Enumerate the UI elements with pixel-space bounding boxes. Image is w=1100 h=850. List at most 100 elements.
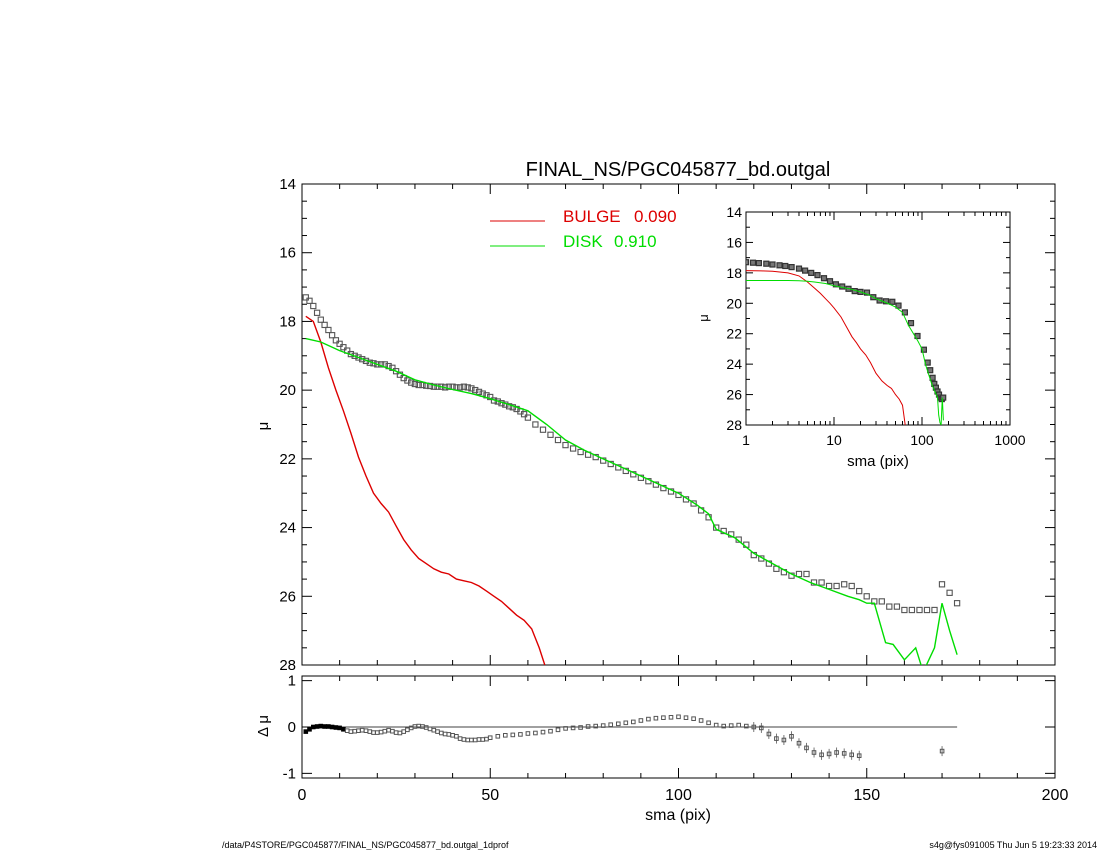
main-observed-point (328, 332, 336, 339)
main-observed-point (878, 598, 885, 605)
residual-point (326, 724, 331, 729)
residual-point (856, 753, 862, 759)
residual-point (356, 728, 361, 734)
main-y-tick-label: 20 (279, 382, 296, 399)
main-observed-point (690, 500, 697, 507)
residual-point (390, 728, 395, 734)
residual-point (461, 737, 467, 742)
residual-point (751, 724, 757, 730)
residual-point (375, 730, 380, 735)
main-observed-point (411, 380, 419, 388)
inset-y-tick-label: 26 (726, 387, 742, 403)
residual-point (713, 722, 719, 728)
main-observed-point (520, 411, 528, 418)
inset-observed-point (749, 259, 757, 266)
inset-observed-point (782, 262, 789, 270)
main-observed-point (946, 589, 953, 596)
residual-point (371, 730, 376, 735)
residual-point (841, 751, 847, 756)
residual-point (570, 725, 576, 731)
main-observed-point (856, 587, 863, 595)
main-observed-point (803, 570, 810, 578)
inset-observed-point (826, 278, 834, 285)
residual-point (759, 725, 764, 731)
main-observed-point (306, 297, 313, 304)
inset-observed-point (940, 394, 947, 401)
inset-observed-point (776, 262, 783, 269)
main-observed-point (302, 294, 309, 301)
residual-point (469, 737, 474, 743)
main-observed-point (901, 606, 908, 614)
main-observed-point (938, 581, 946, 588)
inset-y-axis-label: μ (696, 314, 711, 322)
residual-point (480, 737, 485, 742)
main-observed-point (505, 403, 513, 410)
main-observed-point (392, 368, 400, 375)
residual-point (563, 726, 568, 731)
main-observed-point (931, 606, 938, 614)
residual-point (525, 731, 531, 736)
main-observed-point (408, 379, 415, 386)
inset-observed-point (889, 298, 896, 305)
main-observed-point (554, 436, 562, 444)
main-profile-panel: FINAL_NS/PGC045877_bd.outgal μ 14 16 18 20 2… (255, 159, 1056, 674)
inset-observed-point (839, 283, 846, 290)
main-observed-point (468, 385, 475, 392)
residual-point (804, 745, 809, 751)
residual-point (472, 737, 478, 743)
residual-point (318, 723, 324, 729)
main-observed-point (841, 581, 848, 588)
residual-point (341, 727, 346, 732)
residual-point (378, 729, 384, 735)
inset-observed-point (763, 260, 770, 267)
residual-point (691, 716, 696, 722)
main-observed-point (953, 600, 961, 607)
chart-title: FINAL_NS/PGC045877_bd.outgal (526, 159, 831, 181)
main-observed-point (456, 384, 464, 391)
main-observed-point (569, 445, 577, 452)
main-observed-point (313, 309, 321, 316)
main-observed-point (825, 582, 833, 590)
inset-observed-point (863, 289, 871, 296)
legend-bulge-label: BULGE (563, 207, 621, 226)
inset-model-disk-line (746, 280, 944, 425)
main-observed-point (524, 414, 532, 421)
residual-point (446, 732, 452, 737)
main-observed-point (577, 448, 584, 456)
residual-point (811, 750, 817, 755)
residual-point (454, 734, 459, 739)
residual-point (706, 720, 711, 726)
residual-point (367, 729, 373, 734)
residual-point (401, 729, 406, 734)
residual-point (600, 723, 606, 728)
main-observed-point (863, 593, 870, 600)
residual-point (744, 723, 749, 729)
main-observed-point (332, 337, 340, 344)
main-y-tick-label: 16 (279, 245, 296, 262)
main-y-tick-label: 24 (279, 520, 296, 537)
inset-observed-point (820, 275, 828, 282)
residual-point (736, 722, 742, 728)
main-observed-point (317, 316, 324, 323)
residual-point (555, 727, 561, 733)
main-observed-point (916, 606, 923, 614)
residual-point (450, 733, 455, 738)
inset-x-axis-label: sma (pix) (847, 453, 909, 470)
residual-point (359, 727, 365, 733)
main-x-axis-label: sma (pix) (645, 807, 711, 824)
residual-point (435, 729, 440, 734)
main-observed-point (487, 393, 494, 401)
residual-point (789, 734, 794, 739)
residual-point (495, 734, 501, 739)
main-y-tick-label: 22 (279, 451, 296, 468)
legend-disk-value: 0.910 (614, 232, 657, 251)
x-tick-label: 200 (1042, 787, 1069, 804)
residual-point (427, 726, 433, 732)
x-tick-label: 100 (665, 787, 692, 804)
residual-point (382, 728, 388, 734)
legend-disk-label: DISK (563, 232, 603, 251)
residual-point (653, 715, 659, 721)
inset-y-tick-label: 14 (726, 204, 742, 220)
residual-point (646, 716, 651, 722)
residual-point (439, 730, 444, 736)
